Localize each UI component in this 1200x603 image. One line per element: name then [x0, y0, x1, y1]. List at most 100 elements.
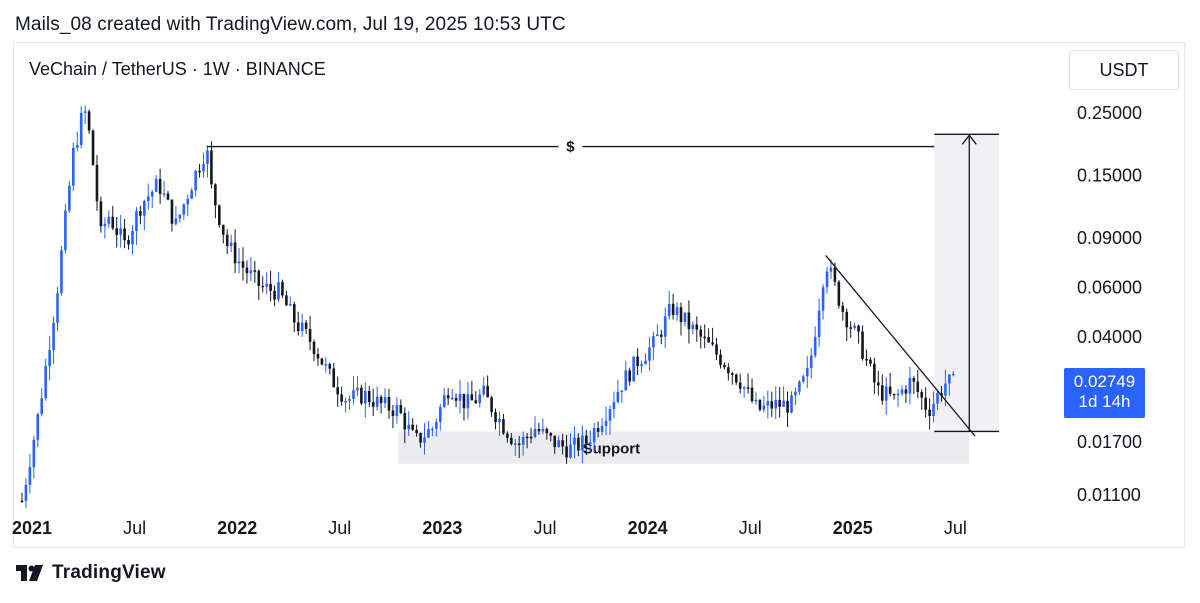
candle-41 [182, 203, 186, 220]
candle-84 [352, 376, 355, 405]
candle-47 [206, 145, 209, 178]
candle-80 [336, 376, 339, 407]
candle-71 [300, 313, 304, 337]
time-axis[interactable]: 2021 Jul 2022 Jul 2023 Jul 2024 Jul 2025 Jul [12, 518, 967, 538]
candle-182 [738, 373, 742, 394]
candle-0 [20, 492, 24, 503]
candle-95 [395, 397, 399, 424]
candle-212 [857, 324, 860, 344]
candle-211 [853, 322, 856, 331]
candle-167 [679, 302, 683, 336]
candle-50 [218, 204, 221, 228]
candle-59 [253, 260, 257, 283]
candle-51 [221, 224, 225, 244]
candle-74 [312, 339, 316, 362]
candle-82 [344, 397, 347, 413]
support-zone[interactable] [398, 431, 970, 464]
candle-104 [431, 426, 434, 437]
candle-56 [241, 247, 245, 281]
symbol-title[interactable]: VeChain / TetherUS · 1W · BINANCE [29, 59, 326, 79]
candle-202 [817, 298, 821, 347]
candle-231 [932, 391, 935, 423]
candle-216 [873, 357, 876, 395]
candle-76 [320, 358, 324, 366]
candle-159 [648, 337, 651, 371]
candle-1 [24, 478, 28, 509]
candle-103 [427, 421, 430, 439]
candle-192 [778, 387, 781, 418]
candle-29 [135, 207, 138, 246]
candle-137 [561, 433, 564, 455]
candle-220 [888, 373, 892, 397]
candle-229 [924, 387, 927, 418]
candle-128 [525, 433, 529, 449]
candle-13 [72, 142, 75, 191]
candle-89 [371, 388, 375, 416]
candle-179 [727, 363, 730, 381]
candle-157 [640, 360, 643, 373]
price-axis[interactable]: 0.25000 0.15000 0.09000 0.06000 0.04000 0.017… [1077, 103, 1142, 505]
drawings-layer: $ [206, 133, 1000, 437]
candle-142 [581, 425, 584, 464]
candle-11 [64, 204, 67, 254]
last-price-value: 0.02749 [1073, 372, 1136, 391]
candle-60 [257, 269, 261, 301]
candle-81 [340, 386, 343, 406]
candle-154 [628, 367, 632, 386]
candle-16 [83, 105, 87, 125]
candle-221 [892, 393, 896, 400]
candle-140 [573, 426, 576, 459]
candle-194 [786, 391, 789, 428]
candle-225 [908, 366, 912, 405]
bar-countdown: 1d 14h [1078, 392, 1131, 411]
currency-button[interactable]: USDT [1069, 50, 1179, 90]
candle-117 [482, 377, 485, 397]
candle-120 [494, 408, 497, 430]
candle-69 [292, 301, 296, 333]
candle-126 [517, 435, 521, 458]
candle-52 [225, 229, 229, 255]
candle-150 [612, 391, 616, 419]
candle-235 [948, 373, 951, 396]
candle-94 [391, 404, 395, 429]
tradingview-logo[interactable]: TradingView [16, 562, 166, 584]
candle-184 [746, 373, 750, 394]
candle-180 [731, 371, 734, 385]
candle-9 [56, 286, 59, 331]
candle-61 [261, 276, 265, 293]
downtrend-line[interactable] [825, 255, 976, 437]
candle-28 [131, 225, 134, 255]
candle-123 [506, 431, 509, 443]
measure-box[interactable] [934, 134, 1000, 432]
candle-20 [99, 196, 103, 233]
candle-109 [450, 388, 454, 400]
candle-215 [869, 357, 872, 367]
candle-15 [79, 105, 83, 149]
candle-200 [809, 347, 813, 378]
candle-230 [928, 398, 931, 430]
candle-169 [687, 300, 691, 344]
y-tick-label-6: 0.01100 [1077, 485, 1141, 505]
candle-106 [438, 403, 442, 431]
candle-43 [190, 187, 193, 199]
x-tick-label-7: Jul [739, 518, 762, 538]
candle-49 [214, 183, 217, 219]
candle-236 [951, 371, 955, 377]
x-tick-label-4: 2023 [422, 518, 462, 538]
candle-195 [790, 391, 793, 414]
candle-198 [802, 374, 805, 384]
candle-222 [896, 388, 900, 408]
y-tick-label-2: 0.09000 [1077, 228, 1142, 248]
candle-32 [146, 183, 150, 210]
candle-145 [592, 423, 596, 452]
candle-190 [770, 391, 774, 417]
candle-4 [36, 412, 40, 448]
candle-42 [186, 194, 190, 216]
candle-75 [316, 348, 320, 366]
candle-37 [166, 190, 170, 201]
tradingview-brand: TradingView [52, 562, 166, 583]
candle-196 [794, 387, 797, 406]
candle-197 [798, 380, 801, 395]
candle-149 [608, 405, 612, 435]
